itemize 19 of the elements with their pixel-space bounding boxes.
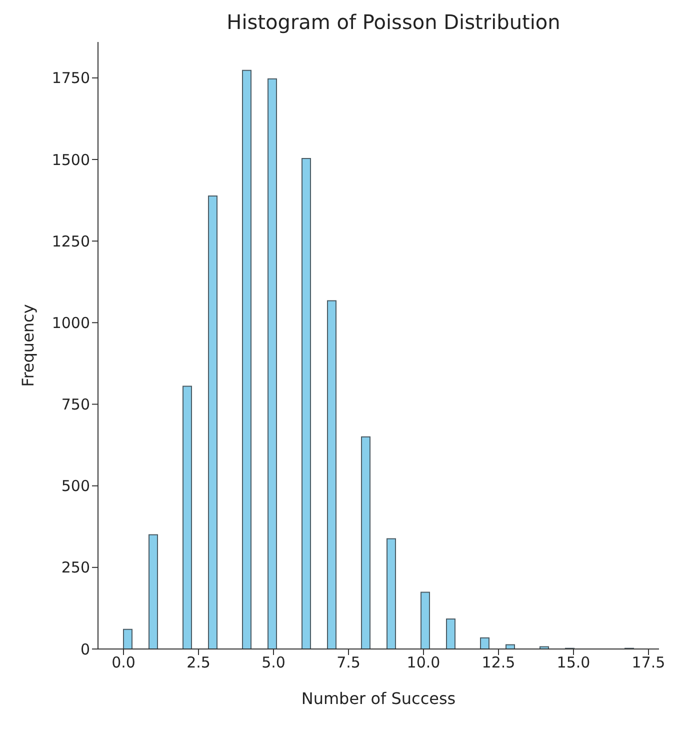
y-tick-label: 750 <box>61 396 90 414</box>
x-tick-label: 5.0 <box>262 654 286 672</box>
chart-title: Histogram of Poisson Distribution <box>226 10 562 34</box>
y-tick-label: 1000 <box>52 314 90 332</box>
y-tick-label: 0 <box>80 640 90 658</box>
y-tick-label: 1250 <box>52 232 90 250</box>
y-tick-label: 1750 <box>52 69 90 88</box>
x-tick-label: 0.0 <box>112 654 136 672</box>
x-tick-label: 17.5 <box>632 654 666 672</box>
x-axis-title: Number of Success <box>301 689 456 708</box>
x-tick-label: 15.0 <box>556 654 590 672</box>
x-tick-label: 12.5 <box>482 654 516 672</box>
x-tick-label: 2.5 <box>186 654 210 672</box>
y-axis-title: Frequency <box>18 304 38 387</box>
y-tick-label: 250 <box>61 558 90 577</box>
y-tick-label: 1500 <box>52 150 90 169</box>
y-tick-label: 500 <box>61 477 90 496</box>
x-tick-label: 7.5 <box>336 654 360 672</box>
x-tick-label: 10.0 <box>406 654 440 672</box>
